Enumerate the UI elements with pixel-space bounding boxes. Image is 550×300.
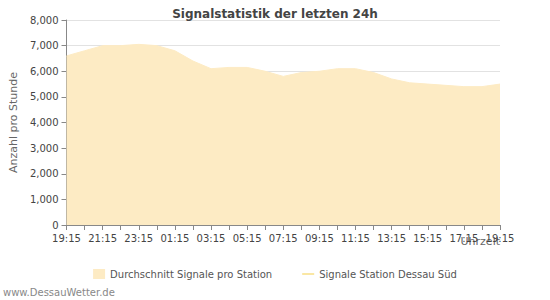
svg-text:Anzahl pro Stunde: Anzahl pro Stunde [7, 72, 20, 173]
svg-text:09:15: 09:15 [305, 233, 334, 244]
svg-text:15:15: 15:15 [413, 233, 442, 244]
svg-text:Signale Station Dessau Süd: Signale Station Dessau Süd [319, 269, 457, 280]
svg-text:www.DessauWetter.de: www.DessauWetter.de [3, 287, 115, 298]
svg-text:8,000: 8,000 [30, 15, 59, 26]
svg-text:19:15: 19:15 [486, 233, 515, 244]
svg-text:3,000: 3,000 [30, 143, 59, 154]
svg-text:5,000: 5,000 [30, 91, 59, 102]
svg-text:17:15: 17:15 [449, 233, 478, 244]
svg-text:7,000: 7,000 [30, 40, 59, 51]
svg-text:4,000: 4,000 [30, 117, 59, 128]
svg-text:01:15: 01:15 [160, 233, 189, 244]
svg-text:6,000: 6,000 [30, 66, 59, 77]
svg-text:05:15: 05:15 [233, 233, 262, 244]
svg-text:Durchschnitt Signale pro Stati: Durchschnitt Signale pro Station [110, 269, 272, 280]
svg-text:1,000: 1,000 [30, 194, 59, 205]
svg-text:0: 0 [52, 220, 58, 231]
svg-text:13:15: 13:15 [377, 233, 406, 244]
svg-text:11:15: 11:15 [341, 233, 370, 244]
svg-text:03:15: 03:15 [197, 233, 226, 244]
svg-text:21:15: 21:15 [88, 233, 117, 244]
svg-text:07:15: 07:15 [269, 233, 298, 244]
svg-text:19:15: 19:15 [52, 233, 81, 244]
svg-text:Signalstatistik der letzten 24: Signalstatistik der letzten 24h [172, 7, 378, 21]
svg-text:23:15: 23:15 [124, 233, 153, 244]
svg-text:2,000: 2,000 [30, 168, 59, 179]
